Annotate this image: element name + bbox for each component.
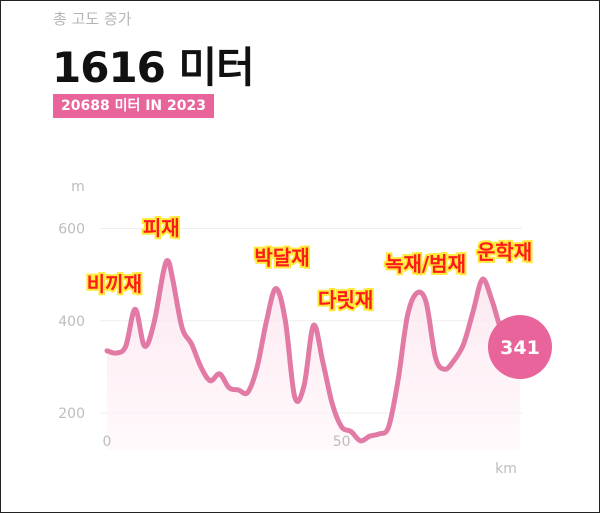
current-value-circle: [488, 315, 552, 379]
peak-label: 다릿재: [318, 288, 373, 312]
elevation-area-fill: [107, 260, 520, 450]
elevation-line: [104, 258, 523, 444]
y-tick-label: 400: [58, 314, 85, 330]
x-tick-label: 50: [333, 434, 351, 450]
peak-label: 녹재/범재: [385, 252, 466, 276]
x-tick-label: 0: [103, 434, 112, 450]
peak-label: 운학재: [477, 240, 532, 264]
y-axis-unit: m: [71, 179, 85, 195]
x-axis-unit: km: [495, 461, 517, 477]
current-value-label: 341: [500, 337, 540, 359]
yearly-elevation-badge: 20688 미터 IN 2023: [53, 94, 214, 118]
peak-label: 비끼재: [87, 272, 142, 296]
y-tick-label: 600: [58, 221, 85, 237]
y-tick-label: 200: [58, 406, 85, 422]
axis-ticks: 200 400 600 m 0 50 km: [58, 179, 517, 477]
current-value-marker: 341: [488, 315, 552, 379]
total-elevation-value: 1616 미터: [52, 43, 255, 92]
elevation-gain-subtitle: 총 고도 증가: [53, 10, 132, 28]
peak-label: 피재: [143, 216, 180, 240]
peak-label: 박달재: [254, 245, 309, 269]
